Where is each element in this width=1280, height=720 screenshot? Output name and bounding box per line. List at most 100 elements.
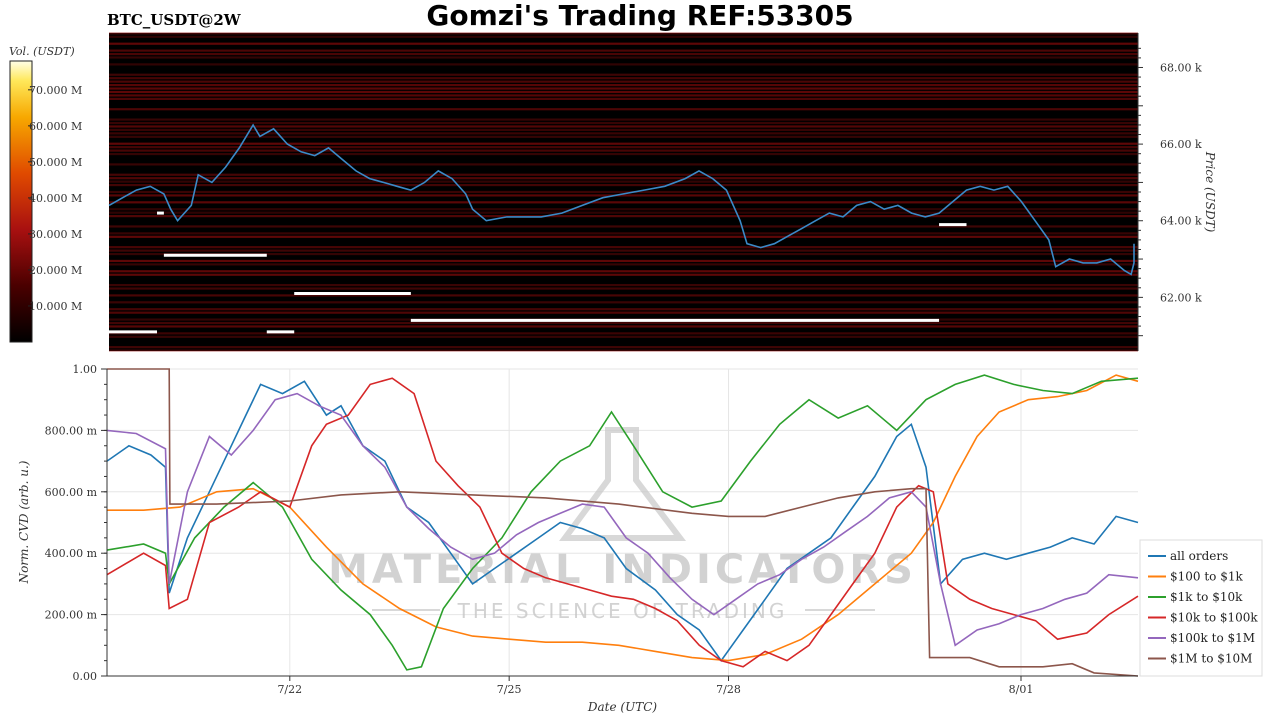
liquidity-band bbox=[109, 132, 1138, 135]
liquidity-band bbox=[109, 252, 1138, 256]
colorbar-label: Vol. (USDT) bbox=[9, 45, 75, 58]
liquidity-band bbox=[109, 194, 1138, 197]
cvd-y-tick-label: 800.00 m bbox=[45, 424, 98, 437]
colorbar-tick-label: 20.000 M bbox=[29, 264, 82, 277]
liquidity-band bbox=[109, 163, 1138, 166]
liquidity-band bbox=[109, 301, 1138, 304]
cvd-series-line bbox=[106, 392, 1139, 647]
heatmap-y-axis-label: Price (USDT) bbox=[1203, 151, 1217, 233]
liquidity-band bbox=[109, 87, 1138, 90]
liquidity-band bbox=[109, 246, 1138, 249]
liquidity-band bbox=[109, 73, 1138, 76]
cvd-panel: MATERIAL INDICATORS THE SCIENCE OF TRADIN… bbox=[17, 363, 1139, 714]
heatmap-y-tick-label: 62.00 k bbox=[1160, 291, 1202, 304]
liquidity-band bbox=[109, 108, 1138, 111]
liquidity-band bbox=[109, 287, 1138, 290]
cvd-y-tick-label: 0.00 bbox=[73, 670, 98, 683]
liquidity-band bbox=[109, 173, 1138, 176]
liquidity-band bbox=[109, 325, 1138, 328]
watermark-subtitle: THE SCIENCE OF TRADING bbox=[457, 599, 788, 623]
colorbar-tick-label: 30.000 M bbox=[29, 228, 82, 241]
cvd-x-tick-label: 7/28 bbox=[716, 683, 741, 696]
legend: all orders $100 to $1k $1k to $10k $10k to … bbox=[1139, 539, 1263, 677]
liquidity-band bbox=[109, 349, 1138, 352]
flask-icon bbox=[559, 427, 687, 541]
liquidity-band bbox=[109, 201, 1138, 204]
cvd-y-tick-label: 600.00 m bbox=[45, 486, 98, 499]
cvd-series-line bbox=[107, 368, 1139, 677]
liquidity-band bbox=[109, 177, 1138, 180]
liquidity-band bbox=[109, 208, 1138, 211]
liquidity-band bbox=[109, 128, 1138, 132]
heatmap-panel: 62.00 k 64.00 k 66.00 k 68.00 k Price (USDT) bbox=[108, 32, 1217, 352]
liquidity-band bbox=[109, 142, 1138, 145]
liquidity-band bbox=[109, 63, 1138, 66]
legend-box bbox=[1139, 539, 1263, 677]
liquidity-band bbox=[109, 225, 1138, 228]
liquidity-band bbox=[109, 32, 1138, 35]
liquidity-band bbox=[109, 80, 1138, 83]
chart-title: Gomzi's Trading REF:53305 bbox=[426, 0, 854, 32]
colorbar: Vol. (USDT) 10.000 M 20.000 M 30.000 M 40.00… bbox=[9, 45, 82, 343]
liquidity-band bbox=[109, 321, 1138, 325]
cvd-series-line bbox=[106, 374, 1139, 671]
cvd-series-line bbox=[107, 374, 1139, 662]
liquidity-band bbox=[109, 35, 1138, 38]
cvd-y-axis-label: Norm. CVD (arb. u.) bbox=[17, 460, 31, 584]
liquidity-band bbox=[109, 183, 1138, 187]
symbol-label: BTC_USDT@2W bbox=[107, 11, 241, 29]
liquidity-band bbox=[109, 332, 1138, 335]
liquidity-band bbox=[109, 125, 1138, 128]
cvd-y-tick-label: 400.00 m bbox=[45, 547, 98, 560]
legend-label: $100k to $1M bbox=[1170, 631, 1255, 645]
heatmap-y-tick-label: 66.00 k bbox=[1160, 138, 1202, 151]
liquidity-band bbox=[109, 118, 1138, 121]
liquidity-band bbox=[109, 259, 1138, 263]
liquidity-band bbox=[109, 52, 1138, 56]
cvd-series-line bbox=[106, 380, 1139, 662]
legend-label: $10k to $100k bbox=[1170, 611, 1258, 625]
liquidity-band bbox=[109, 190, 1138, 194]
liquidity-band bbox=[109, 283, 1138, 287]
liquidity-band bbox=[109, 77, 1138, 80]
liquidity-band bbox=[109, 56, 1138, 59]
liquidity-band bbox=[109, 346, 1138, 349]
legend-label: $100 to $1k bbox=[1170, 570, 1243, 584]
price-line bbox=[108, 123, 1135, 276]
liquidity-band bbox=[109, 149, 1138, 152]
colorbar-gradient-bar bbox=[9, 60, 33, 343]
liquidity-band bbox=[109, 311, 1138, 314]
legend-label: all orders bbox=[1170, 549, 1228, 563]
cvd-series-line bbox=[106, 377, 1139, 668]
colorbar-tick-label: 60.000 M bbox=[29, 120, 82, 133]
cvd-x-tick-label: 8/01 bbox=[1009, 683, 1034, 696]
colorbar-tick-label: 10.000 M bbox=[29, 300, 82, 313]
liquidity-band bbox=[109, 152, 1138, 156]
liquidity-band bbox=[109, 273, 1138, 276]
liquidity-band bbox=[109, 249, 1138, 252]
liquidity-band bbox=[109, 49, 1138, 52]
cvd-x-axis-label: Date (UTC) bbox=[587, 700, 657, 714]
liquidity-band bbox=[109, 97, 1138, 100]
cvd-plot-area bbox=[107, 369, 1138, 676]
liquidity-band bbox=[109, 146, 1138, 149]
liquidity-band bbox=[109, 90, 1138, 94]
liquidity-band bbox=[109, 308, 1138, 311]
heatmap-y-tick-label: 68.00 k bbox=[1160, 61, 1202, 74]
liquidity-band bbox=[109, 335, 1138, 338]
cvd-y-tick-label: 1.00 bbox=[73, 363, 98, 376]
liquidity-band bbox=[109, 270, 1138, 273]
colorbar-tick-label: 40.000 M bbox=[29, 192, 82, 205]
liquidity-band bbox=[109, 135, 1138, 138]
liquidity-band bbox=[109, 94, 1138, 97]
liquidity-band bbox=[109, 294, 1138, 297]
liquidity-band bbox=[109, 121, 1138, 125]
cvd-x-tick-label: 7/22 bbox=[277, 683, 302, 696]
legend-label: $1M to $10M bbox=[1170, 652, 1252, 666]
cvd-y-tick-label: 200.00 m bbox=[45, 609, 98, 622]
liquidity-band bbox=[109, 235, 1138, 238]
colorbar-tick-label: 70.000 M bbox=[29, 84, 82, 97]
liquidity-band bbox=[109, 232, 1138, 235]
